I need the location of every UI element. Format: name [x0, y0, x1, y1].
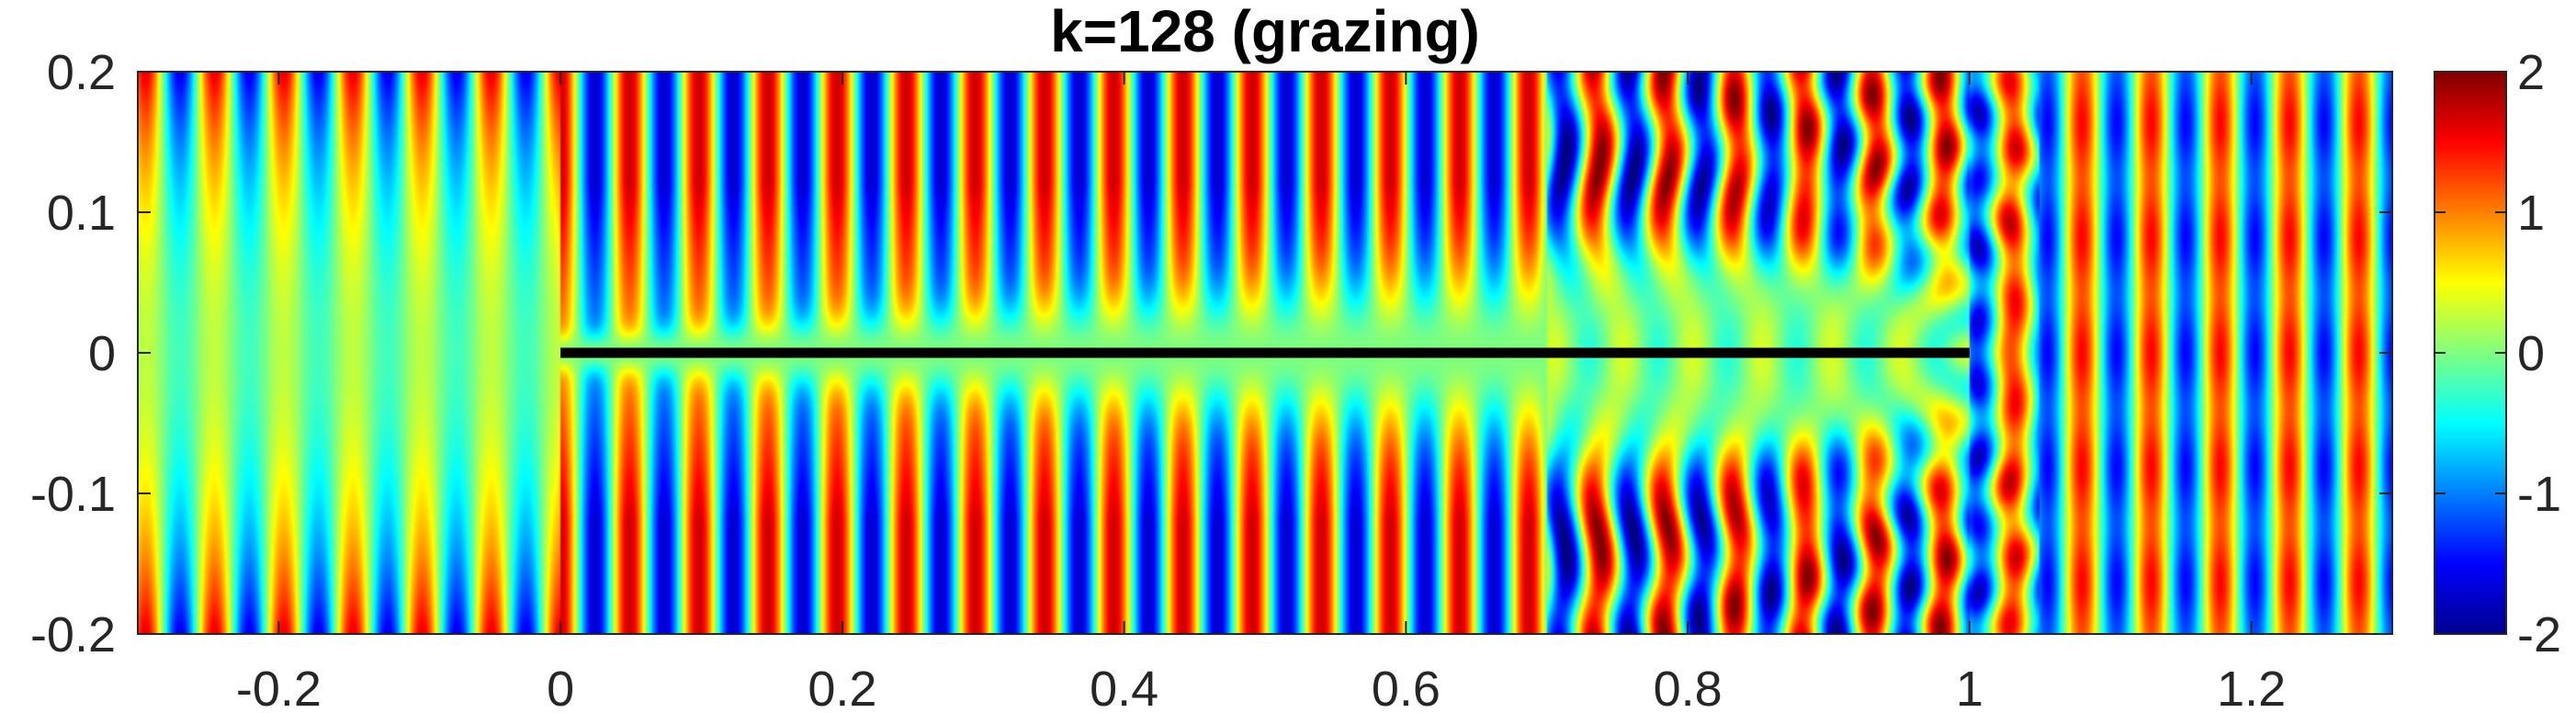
- y-tick-label: 0: [88, 326, 116, 381]
- colorbar-tick-label: 1: [2517, 186, 2545, 241]
- y-tick-label: 0.1: [47, 186, 116, 241]
- x-tick-label: -0.2: [236, 662, 322, 713]
- x-tick-label: 1: [1956, 662, 1983, 713]
- colorbar-tick-label: 0: [2517, 326, 2545, 381]
- y-tick-label: -0.1: [30, 467, 116, 522]
- colorbar-ticks: 2 1 0 -1 -2: [2435, 45, 2561, 662]
- colorbar-tick-label: -2: [2517, 607, 2561, 662]
- x-tick-label: 0.8: [1654, 662, 1723, 713]
- chart-title: k=128 (grazing): [1050, 0, 1480, 64]
- colorbar: 2 1 0 -1 -2: [2434, 45, 2561, 662]
- colorbar-tick-label: -1: [2517, 467, 2561, 522]
- y-tick-label: -0.2: [30, 607, 116, 662]
- y-axis-ticks: 0.2 0.1 0 -0.1 -0.2: [30, 45, 2392, 662]
- colorbar-tick-label: 2: [2517, 45, 2545, 100]
- x-tick-label: 0.6: [1372, 662, 1441, 713]
- x-tick-label: 1.2: [2217, 662, 2286, 713]
- x-tick-label: 0: [547, 662, 574, 713]
- plot-area: [137, 71, 2393, 635]
- x-tick-label: 0.4: [1090, 662, 1158, 713]
- x-tick-label: 0.2: [808, 662, 876, 713]
- x-axis-ticks: -0.2 0 0.2 0.4 0.6 0.8 1 1.2: [236, 72, 2286, 713]
- y-tick-label: 0.2: [47, 45, 116, 100]
